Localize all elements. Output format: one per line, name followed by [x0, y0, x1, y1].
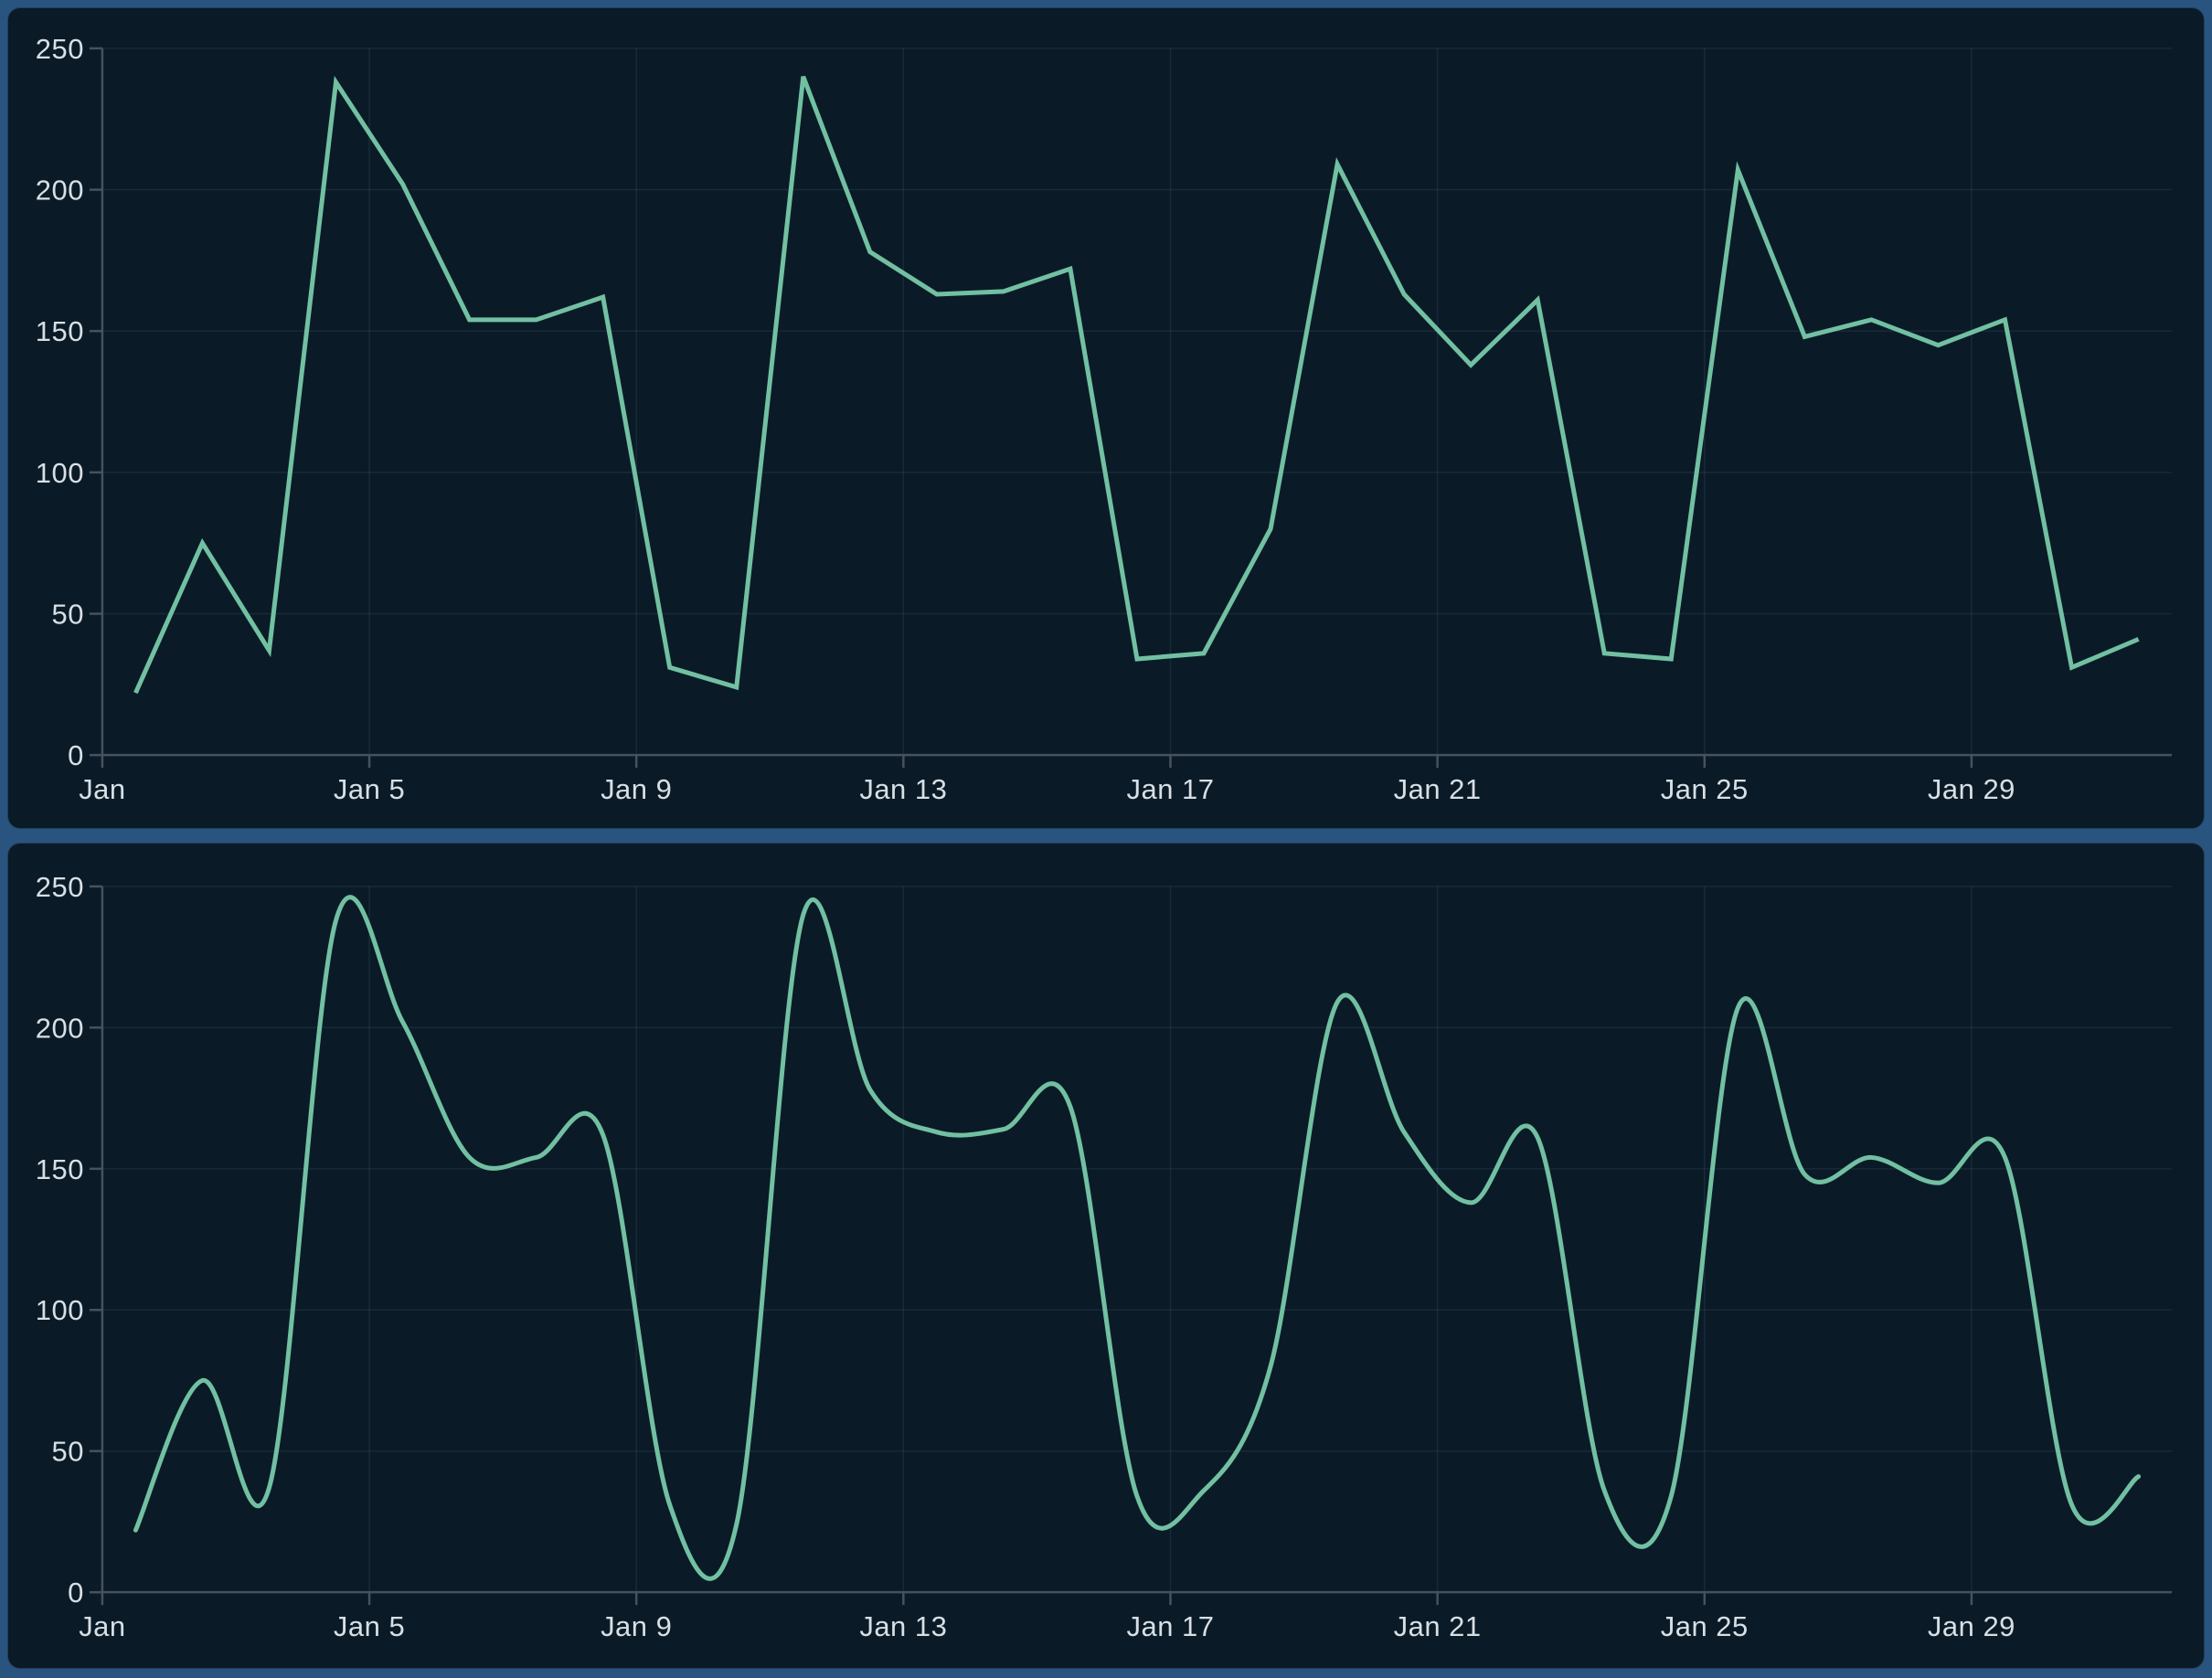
x-axis-label: Jan 25: [1661, 773, 1749, 805]
chart-panel-bottom: 0 50 100 150 200 250 Jan Jan 5 Jan 9 Jan 13 Jan 17…: [7, 843, 2205, 1669]
y-axis-label: 100: [36, 457, 84, 489]
y-axis-label: 250: [36, 871, 84, 903]
y-axis-label: 150: [36, 315, 84, 347]
y-axis-label: 50: [51, 1436, 83, 1468]
x-axis-label: Jan 25: [1661, 1610, 1749, 1642]
y-axis-label: 200: [36, 1012, 84, 1044]
x-axis-label: Jan: [79, 773, 125, 805]
x-axis-label: Jan 13: [859, 773, 947, 805]
y-axis-label: 200: [36, 175, 84, 207]
x-axis-label: Jan 9: [601, 773, 672, 805]
x-axis-label: Jan 29: [1928, 773, 2015, 805]
x-axis-label: Jan 21: [1394, 773, 1482, 805]
x-axis-label: Jan 13: [859, 1610, 947, 1642]
daily-line-chart[interactable]: 0 50 100 150 200 250 Jan Jan 5 Jan 9 Jan 13 Jan 17…: [8, 8, 2204, 828]
smooth-line-series: [133, 895, 2142, 1581]
x-axis-label: Jan 21: [1394, 1610, 1482, 1642]
x-axis-label: Jan: [79, 1610, 125, 1642]
x-axis-label: Jan 29: [1928, 1610, 2015, 1642]
y-axis-label: 100: [36, 1294, 84, 1326]
y-axis-label: 250: [36, 33, 84, 65]
chart-panel-top: 0 50 100 150 200 250 Jan Jan 5 Jan 9 Jan 13 Jan 17…: [7, 7, 2205, 829]
line-series: [133, 75, 2140, 695]
y-axis-label: 0: [68, 739, 84, 771]
daily-smooth-line-chart[interactable]: 0 50 100 150 200 250 Jan Jan 5 Jan 9 Jan 13 Jan 17…: [8, 844, 2204, 1668]
y-axis-label: 150: [36, 1153, 84, 1185]
y-axis-label: 50: [51, 599, 83, 631]
y-axis-label: 0: [68, 1577, 84, 1609]
x-axis-label: Jan 5: [334, 1610, 405, 1642]
x-axis-label: Jan 5: [334, 773, 405, 805]
x-axis-label: Jan 17: [1127, 1610, 1215, 1642]
x-axis-label: Jan 17: [1127, 773, 1215, 805]
x-axis-label: Jan 9: [601, 1610, 672, 1642]
